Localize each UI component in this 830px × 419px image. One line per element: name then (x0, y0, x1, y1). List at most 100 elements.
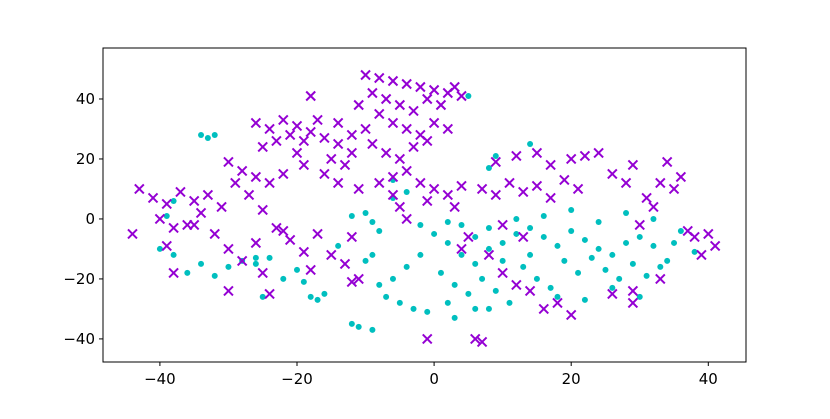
point (387, 171, 399, 183)
point (362, 257, 369, 264)
point (298, 246, 310, 258)
point (497, 219, 508, 231)
point (211, 131, 218, 138)
point (209, 228, 220, 240)
point (161, 198, 172, 210)
point (442, 123, 454, 135)
point (456, 90, 467, 102)
point (305, 126, 316, 138)
point (250, 117, 262, 129)
point (607, 288, 618, 300)
point (513, 230, 520, 237)
point (479, 275, 486, 282)
point (168, 267, 179, 279)
point (607, 168, 618, 180)
point (250, 237, 262, 249)
point (476, 183, 488, 195)
point (627, 159, 639, 171)
point (163, 212, 170, 219)
point (312, 228, 323, 240)
point (252, 254, 259, 261)
point (195, 207, 207, 219)
point (661, 156, 673, 168)
point (463, 231, 474, 243)
point (271, 135, 282, 147)
point (470, 333, 481, 345)
point (250, 171, 262, 183)
point (223, 285, 234, 297)
point (319, 132, 330, 144)
point (664, 257, 671, 264)
point (437, 269, 444, 276)
point (204, 134, 211, 141)
point (278, 225, 289, 237)
point (127, 228, 138, 240)
point (485, 305, 492, 312)
point (389, 275, 396, 282)
point (620, 177, 632, 189)
point (284, 129, 296, 141)
point (312, 114, 323, 126)
point (353, 183, 364, 195)
point (513, 215, 520, 222)
point (634, 219, 645, 231)
point (504, 177, 515, 189)
point (442, 189, 454, 201)
point (225, 263, 232, 270)
point (636, 293, 643, 300)
point (595, 245, 602, 252)
point (444, 239, 451, 246)
point (593, 147, 604, 159)
point (709, 240, 721, 252)
point (428, 183, 440, 195)
point (415, 177, 426, 189)
point (579, 150, 591, 162)
x-tick-label: −40 (144, 370, 176, 388)
point (236, 255, 248, 267)
point (449, 201, 460, 213)
point (492, 287, 499, 294)
point (259, 293, 266, 300)
point (623, 209, 630, 216)
point (198, 260, 205, 267)
point (671, 239, 678, 246)
point (198, 131, 205, 138)
point (657, 263, 664, 270)
point (545, 159, 556, 171)
point (369, 218, 376, 225)
point (476, 336, 488, 348)
point (348, 212, 355, 219)
point (472, 233, 479, 240)
point (552, 297, 563, 309)
point (458, 251, 465, 258)
x-tick-label: 20 (562, 370, 581, 388)
x-tick-label: 0 (429, 370, 439, 388)
point (524, 285, 536, 297)
point (319, 168, 330, 180)
point (339, 258, 351, 270)
point (588, 254, 595, 261)
point (161, 240, 172, 252)
point (415, 81, 426, 93)
point (609, 284, 616, 291)
point (675, 171, 687, 183)
point (472, 260, 479, 267)
point (360, 69, 371, 81)
point (451, 281, 458, 288)
axes-frame (102, 47, 747, 363)
point (353, 273, 364, 285)
point (696, 249, 707, 261)
point (527, 140, 534, 147)
point (559, 174, 570, 186)
point (547, 284, 554, 291)
point (332, 117, 344, 129)
point (264, 177, 275, 189)
point (369, 326, 376, 333)
point (456, 243, 467, 255)
point (332, 138, 344, 150)
point (293, 266, 300, 273)
point (506, 299, 513, 306)
point (170, 251, 177, 258)
point (691, 248, 698, 255)
